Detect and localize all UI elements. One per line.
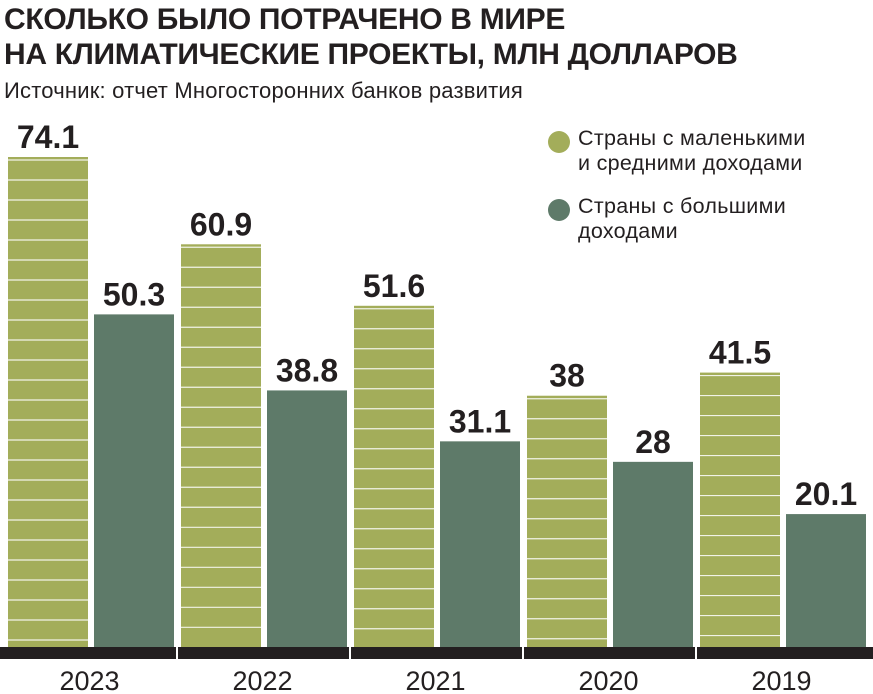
bar-high-income-2022 — [267, 390, 347, 647]
legend-item-high-income: Страны с большими доходами — [548, 194, 868, 244]
value-label-low-mid-income-2021: 51.6 — [363, 268, 425, 304]
x-tick-label-2019: 2019 — [751, 666, 811, 694]
value-label-low-mid-income-2023: 74.1 — [17, 119, 79, 155]
bar-high-income-2019 — [786, 514, 866, 647]
x-tick-label-2020: 2020 — [578, 666, 638, 694]
value-label-high-income-2019: 20.1 — [795, 476, 857, 512]
value-label-high-income-2020: 28 — [635, 424, 671, 460]
legend-label-low-mid-income-line-1: Страны с маленькими — [578, 126, 806, 150]
bar-high-income-2023 — [94, 314, 174, 647]
x-tick-label-2022: 2022 — [232, 666, 292, 694]
value-label-low-mid-income-2019: 41.5 — [709, 335, 771, 371]
value-label-high-income-2023: 50.3 — [103, 276, 165, 312]
legend: Страны с маленькими и средними доходами … — [548, 126, 868, 262]
bar-high-income-2020 — [613, 461, 693, 647]
chart-title: СКОЛЬКО БЫЛО ПОТРАЧЕНО В МИРЕ НА КЛИМАТИ… — [4, 2, 738, 72]
bar-high-income-2021 — [440, 441, 520, 647]
value-label-low-mid-income-2020: 38 — [549, 358, 585, 394]
value-label-high-income-2021: 31.1 — [449, 403, 511, 439]
bar-low-mid-income-2023 — [8, 157, 88, 647]
legend-item-low-mid-income: Страны с маленькими и средними доходами — [548, 126, 868, 176]
x-axis-baseline — [0, 647, 873, 659]
legend-swatch-low-mid-income — [548, 131, 570, 153]
value-label-high-income-2022: 38.8 — [276, 352, 338, 388]
bar-low-mid-income-2020 — [527, 395, 607, 647]
bar-low-mid-income-2022 — [181, 244, 261, 647]
value-label-low-mid-income-2022: 60.9 — [190, 206, 252, 242]
legend-swatch-high-income — [548, 199, 570, 221]
source-note: Источник: отчет Многосторонних банков ра… — [4, 78, 524, 103]
legend-label-low-mid-income-line-2: и средними доходами — [578, 151, 803, 175]
x-tick-label-2023: 2023 — [59, 666, 119, 694]
bar-low-mid-income-2021 — [354, 305, 434, 647]
bar-low-mid-income-2019 — [700, 372, 780, 647]
chart-title-line-1: СКОЛЬКО БЫЛО ПОТРАЧЕНО В МИРЕ — [4, 3, 566, 36]
legend-label-high-income-line-2: доходами — [578, 219, 678, 243]
chart-title-line-2: НА КЛИМАТИЧЕСКИЕ ПРОЕКТЫ, МЛН ДОЛЛАРОВ — [4, 38, 738, 71]
x-tick-label-2021: 2021 — [405, 666, 465, 694]
legend-label-high-income-line-1: Страны с большими — [578, 194, 787, 218]
